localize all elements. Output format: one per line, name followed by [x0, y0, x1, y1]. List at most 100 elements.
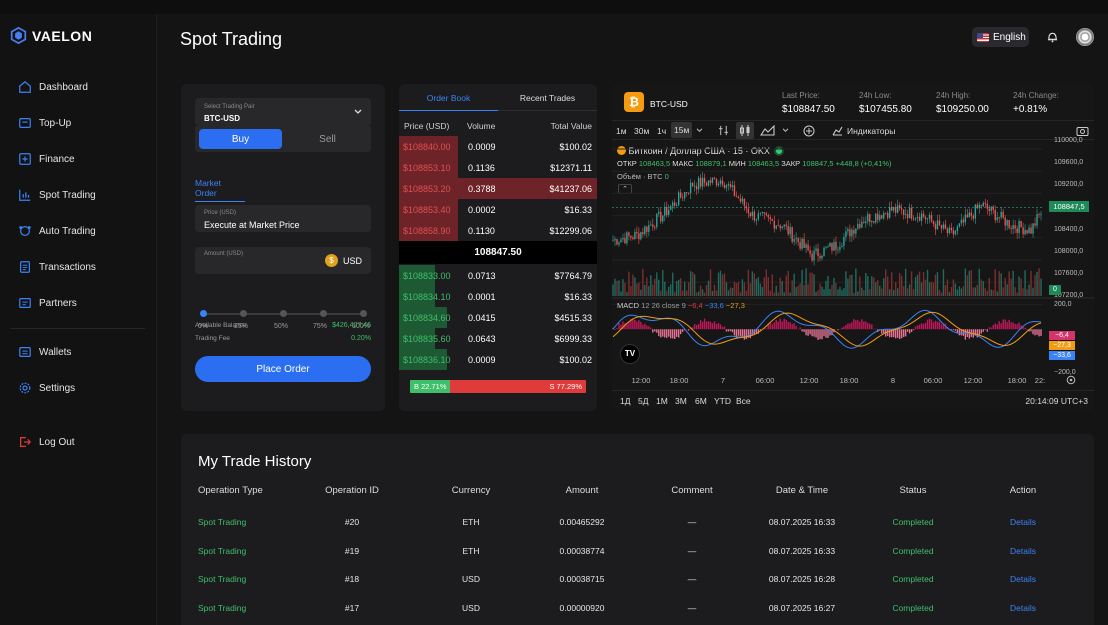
ask-row[interactable]: $108853.10 0.1136 $12371.11 — [399, 157, 597, 178]
compare-icon[interactable] — [718, 125, 729, 136]
avatar[interactable] — [1076, 28, 1094, 46]
chevron-down-icon[interactable] — [782, 128, 789, 133]
logo-icon — [10, 27, 27, 44]
bell-icon[interactable] — [1047, 31, 1058, 43]
candle-body — [658, 211, 660, 214]
amount-slider[interactable] — [200, 310, 367, 317]
sidebar-item-spot-trading[interactable]: Spot Trading — [18, 188, 96, 202]
history-cell-action[interactable]: Details — [1010, 603, 1036, 614]
slider-handle[interactable] — [200, 310, 207, 317]
range-6[interactable]: Все — [736, 396, 751, 406]
ask-row[interactable]: $108853.40 0.0002 $16.33 — [399, 199, 597, 220]
volume-bar — [1010, 278, 1012, 296]
macd-histogram-bar — [1030, 329, 1032, 332]
camera-icon[interactable] — [1076, 125, 1089, 136]
sidebar-item-partners[interactable]: Partners — [18, 296, 77, 310]
range-5[interactable]: YTD — [714, 396, 731, 406]
sell-button[interactable]: Sell — [319, 133, 336, 145]
price-chart[interactable] — [612, 141, 1094, 390]
trading-pair-select[interactable]: Select Trading Pair BTC-USD — [195, 98, 371, 126]
chevron-down-icon[interactable] — [696, 128, 703, 133]
candle-body — [787, 226, 789, 235]
interval-1m[interactable]: 1м — [616, 126, 627, 136]
sidebar-item-label: Partners — [39, 297, 77, 309]
indicators-icon[interactable] — [832, 126, 843, 136]
buy-button[interactable]: Buy — [199, 129, 282, 149]
macd-histogram-bar — [982, 329, 984, 332]
candle-body — [725, 185, 728, 188]
candle-body — [839, 246, 841, 250]
candle-body — [1014, 225, 1016, 229]
candle-body — [950, 227, 953, 231]
tradingview-logo[interactable]: TV — [620, 344, 640, 364]
bid-row[interactable]: $108834.60 0.0415 $4515.33 — [399, 307, 597, 328]
history-cell-action[interactable]: Details — [1010, 574, 1036, 585]
range-4[interactable]: 6М — [695, 396, 707, 406]
volume-bar — [1034, 274, 1036, 296]
macd-histogram-bar — [735, 329, 738, 339]
settings-gear-icon[interactable] — [1066, 375, 1076, 385]
candle-body — [759, 212, 762, 214]
volume-bar — [869, 288, 871, 296]
history-cell-date: 08.07.2025 16:27 — [768, 603, 836, 614]
bid-row[interactable]: $108836.10 0.0009 $100.02 — [399, 349, 597, 370]
bid-row[interactable]: $108834.10 0.0001 $16.33 — [399, 286, 597, 307]
ask-row[interactable]: $108840.00 0.0009 $100.02 — [399, 136, 597, 157]
tab-recent-trades[interactable]: Recent Trades — [498, 84, 597, 111]
history-cell-action[interactable]: Details — [1010, 545, 1036, 556]
sidebar-item-top-up[interactable]: Top-Up — [18, 116, 71, 130]
interval-1h[interactable]: 1ч — [657, 126, 667, 136]
place-order-button[interactable]: Place Order — [195, 356, 371, 382]
sidebar-item-wallets[interactable]: Wallets — [18, 345, 71, 359]
price-field[interactable]: Price (USD) Execute at Market Price — [195, 205, 371, 232]
ask-row[interactable]: $108858.90 0.1130 $12299.06 — [399, 220, 597, 241]
interval-30m[interactable]: 30м — [634, 126, 650, 136]
sidebar-item-log-out[interactable]: Log Out — [18, 435, 75, 449]
macd-histogram-bar — [867, 322, 869, 330]
macd-histogram-bar — [819, 329, 821, 340]
macd-histogram-bar — [817, 329, 819, 340]
price-axis-label: 108000,0 — [1054, 248, 1084, 255]
tab-order-book[interactable]: Order Book — [399, 84, 498, 111]
trading-fee-value: 0.20% — [351, 335, 371, 342]
logo[interactable]: VAELON — [10, 27, 92, 44]
bid-depth-bar — [399, 286, 435, 307]
volume-bar — [934, 274, 937, 296]
range-2[interactable]: 1М — [656, 396, 668, 406]
volume-bar — [962, 286, 965, 296]
sidebar-item-settings[interactable]: Settings — [18, 381, 75, 395]
sidebar-item-finance[interactable]: Finance — [18, 152, 75, 166]
ask-row[interactable]: $108853.20 0.3788 $41237.06 — [399, 178, 597, 199]
macd-histogram-bar — [1000, 323, 1002, 330]
candle-body — [875, 213, 877, 223]
macd-tag-2: −27,3 — [1049, 341, 1075, 350]
interval-15m[interactable]: 15м — [671, 122, 693, 138]
range-1[interactable]: 5Д — [638, 396, 649, 406]
amount-input[interactable]: Amount (USD) $ USD — [195, 247, 371, 274]
sidebar-item-label: Spot Trading — [39, 189, 96, 201]
language-selector[interactable]: English — [972, 27, 1029, 47]
candle-body — [930, 214, 933, 222]
candles-icon-button[interactable] — [736, 122, 754, 139]
time-axis-label: 18:00 — [1007, 376, 1027, 385]
macd-histogram-bar — [956, 329, 959, 334]
volume-bar — [801, 269, 803, 296]
bid-row[interactable]: $108833.00 0.0713 $7764.79 — [399, 265, 597, 286]
volume-bar — [924, 279, 927, 296]
range-3[interactable]: 3М — [675, 396, 687, 406]
tab-market-order[interactable]: Market Order — [195, 178, 245, 202]
add-indicator-icon[interactable] — [803, 125, 815, 137]
history-cell-action[interactable]: Details — [1010, 517, 1036, 527]
sidebar-item-auto-trading[interactable]: Auto Trading — [18, 224, 96, 238]
bid-row[interactable]: $108835.60 0.0643 $6999.33 — [399, 328, 597, 349]
sidebar-item-dashboard[interactable]: Dashboard — [18, 80, 88, 94]
trade-history-panel: My Trade History Operation Type Operation… — [181, 434, 1094, 625]
volume-bar — [614, 278, 616, 296]
volume-bar — [859, 276, 861, 296]
candle-body — [1010, 228, 1012, 230]
area-chart-icon[interactable] — [760, 125, 775, 136]
ohlc-open-label: ОТКР — [617, 159, 637, 168]
indicators-button[interactable]: Индикаторы — [847, 126, 896, 136]
sidebar-item-transactions[interactable]: Transactions — [18, 260, 96, 274]
range-0[interactable]: 1Д — [620, 396, 631, 406]
